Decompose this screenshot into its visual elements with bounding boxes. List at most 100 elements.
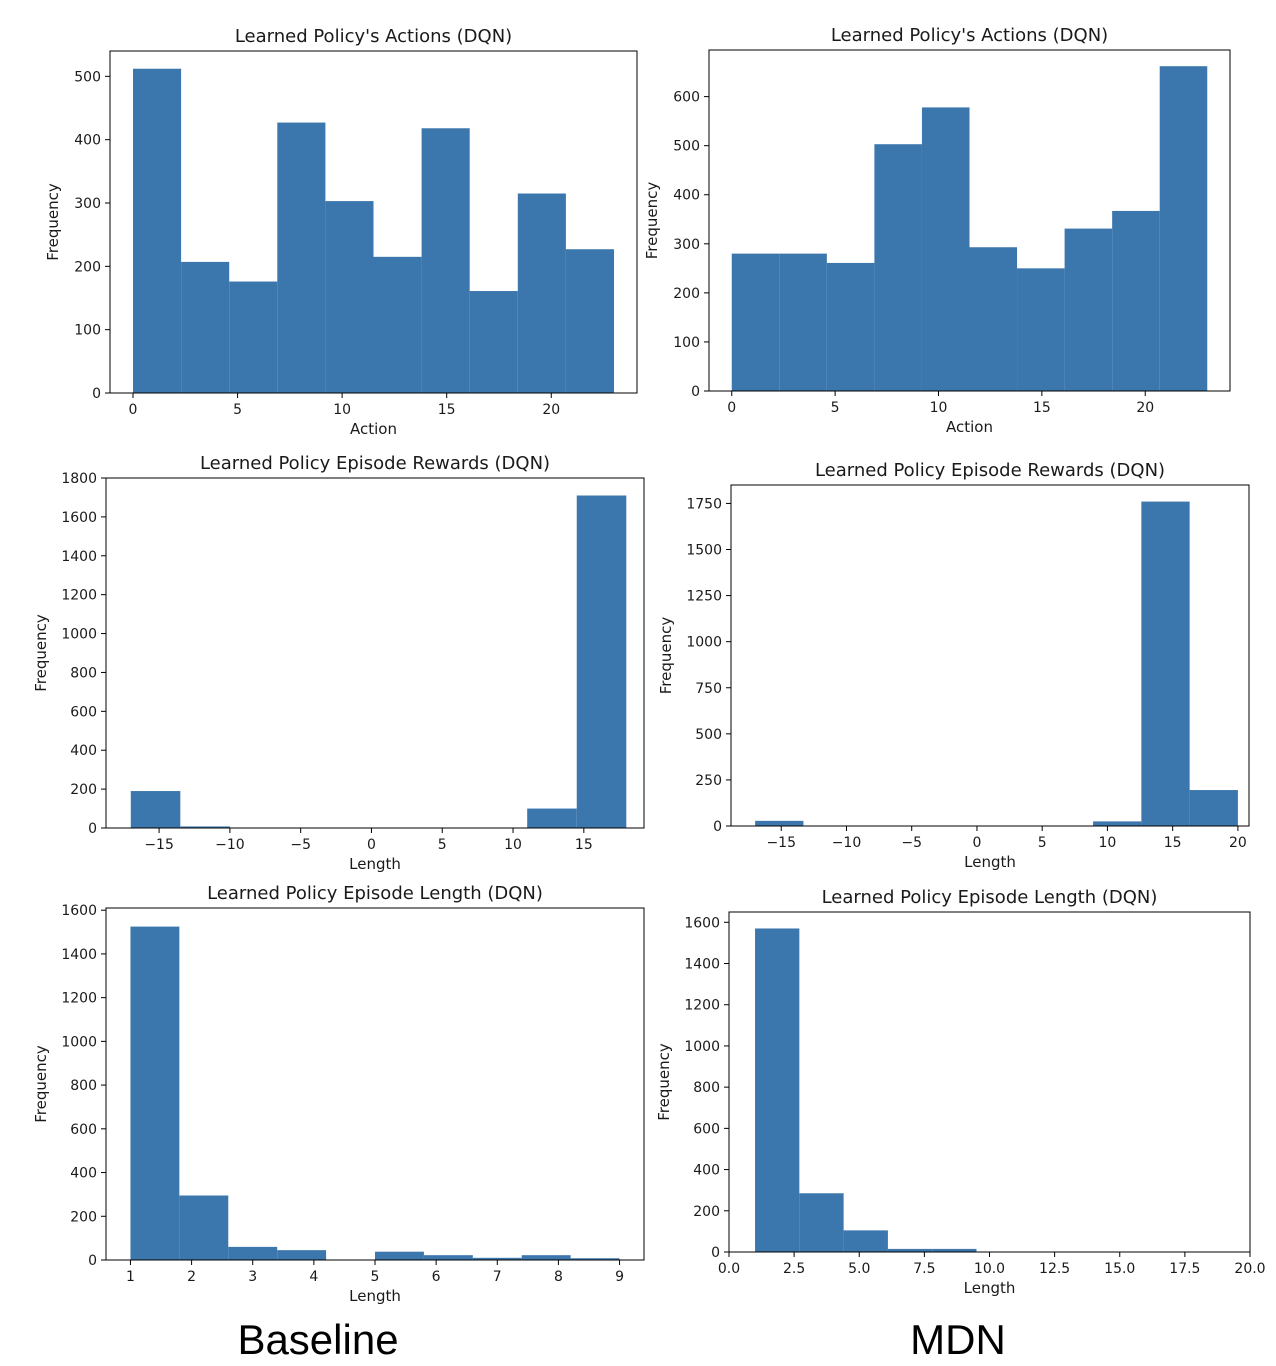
x-tick-label: 2 xyxy=(187,1269,196,1285)
y-tick-label: 200 xyxy=(70,782,97,798)
bar xyxy=(1064,228,1113,391)
x-tick-label: 5 xyxy=(233,402,242,418)
bar xyxy=(755,928,800,1252)
bar xyxy=(969,247,1018,391)
x-tick-label: −10 xyxy=(215,837,245,853)
y-axis-label: Frequency xyxy=(32,1045,50,1123)
caption-mdn: MDN xyxy=(910,1316,1006,1363)
bar xyxy=(229,281,278,393)
x-tick-label: 10 xyxy=(1099,835,1117,851)
y-axis-label: Frequency xyxy=(44,183,62,261)
x-tick-label: 0 xyxy=(129,402,138,418)
y-tick-label: 1750 xyxy=(686,496,722,512)
x-tick-label: 10 xyxy=(333,402,351,418)
bar xyxy=(1189,790,1238,826)
y-tick-label: 600 xyxy=(673,90,700,106)
bar xyxy=(843,1230,888,1252)
y-tick-label: 0 xyxy=(713,819,722,835)
x-tick-label: 5.0 xyxy=(848,1261,870,1277)
plot-frame xyxy=(105,477,645,829)
x-tick-label: −15 xyxy=(144,837,174,853)
y-tick-label: 400 xyxy=(74,133,101,149)
x-tick-label: 1 xyxy=(126,1269,135,1285)
y-tick-label: 1000 xyxy=(684,1039,720,1055)
bar xyxy=(130,926,180,1260)
x-tick-label: 10 xyxy=(930,400,948,416)
bar xyxy=(755,820,804,826)
x-axis-label: Length xyxy=(349,1287,401,1305)
x-axis-label: Length xyxy=(964,853,1016,871)
x-tick-label: −5 xyxy=(290,837,311,853)
y-tick-label: 1000 xyxy=(61,1034,97,1050)
y-tick-label: 200 xyxy=(74,259,101,275)
bar xyxy=(423,1255,473,1260)
y-tick-label: 1400 xyxy=(61,947,97,963)
x-tick-label: 2.5 xyxy=(783,1261,805,1277)
bar xyxy=(181,261,230,393)
plot-frame xyxy=(730,484,1250,827)
x-tick-label: 9 xyxy=(615,1269,624,1285)
bar xyxy=(130,791,181,828)
x-axis-label: Action xyxy=(946,418,993,436)
y-tick-label: 500 xyxy=(695,727,722,743)
panel-rewards-mdn: −15 −10 −5 0 5 10 15 20 0 250 500 750 1000 1250 1500 17… xyxy=(657,460,1250,871)
chart-title: Learned Policy's Actions (DQN) xyxy=(235,26,512,47)
y-tick-label: 200 xyxy=(693,1204,720,1220)
panel-rewards-baseline: −15 −10 −5 0 5 10 15 0 200 400 600 800 1000 1200 1400 1… xyxy=(32,453,645,873)
y-tick-label: 0 xyxy=(711,1245,720,1261)
bar xyxy=(1093,821,1142,826)
bar xyxy=(565,249,614,393)
y-tick-label: 750 xyxy=(695,681,722,697)
y-tick-label: 1000 xyxy=(61,627,97,643)
x-tick-label: 6 xyxy=(432,1269,441,1285)
bar xyxy=(1159,66,1208,391)
y-tick-label: 1250 xyxy=(686,589,722,605)
y-tick-label: 1600 xyxy=(61,903,97,919)
y-axis-label: Frequency xyxy=(643,182,661,260)
x-tick-label: 15 xyxy=(438,402,456,418)
x-tick-label: 10 xyxy=(504,837,522,853)
x-tick-label: 20 xyxy=(1229,835,1247,851)
plot-frame xyxy=(708,49,1231,392)
bar xyxy=(228,1246,278,1260)
y-tick-label: 1200 xyxy=(61,588,97,604)
x-tick-label: 5 xyxy=(438,837,447,853)
x-tick-label: 7.5 xyxy=(913,1261,935,1277)
x-tick-label: 5 xyxy=(831,400,840,416)
y-tick-label: 100 xyxy=(74,323,101,339)
chart-title: Learned Policy's Actions (DQN) xyxy=(831,25,1108,46)
y-tick-label: 500 xyxy=(74,69,101,85)
y-tick-label: 400 xyxy=(70,1166,97,1182)
panel-length-mdn: 0.0 2.5 5.0 7.5 10.0 12.5 15.0 17.5 20.0 0 200 400 6… xyxy=(655,887,1266,1297)
y-tick-label: 100 xyxy=(673,335,700,351)
x-tick-label: 4 xyxy=(309,1269,318,1285)
bar xyxy=(277,122,326,394)
x-tick-label: 0 xyxy=(727,400,736,416)
x-tick-label: 8 xyxy=(554,1269,563,1285)
x-tick-label: 20 xyxy=(1136,400,1154,416)
bar xyxy=(179,1195,229,1260)
bar xyxy=(932,1248,977,1252)
bar xyxy=(779,253,827,391)
bar xyxy=(521,1255,571,1260)
bar xyxy=(421,128,470,393)
y-tick-label: 800 xyxy=(693,1080,720,1096)
y-tick-label: 1200 xyxy=(684,998,720,1014)
y-tick-label: 800 xyxy=(70,665,97,681)
x-tick-label: 0.0 xyxy=(718,1261,740,1277)
y-tick-label: 600 xyxy=(70,1122,97,1138)
bar xyxy=(133,68,182,393)
x-tick-label: 20.0 xyxy=(1234,1261,1265,1277)
y-tick-label: 1400 xyxy=(684,957,720,973)
y-tick-label: 600 xyxy=(70,704,97,720)
x-tick-label: 15 xyxy=(1164,835,1182,851)
x-tick-label: 15 xyxy=(1033,400,1051,416)
bar xyxy=(921,107,970,391)
bar xyxy=(826,262,875,391)
y-axis-label: Frequency xyxy=(657,617,675,695)
x-tick-label: 17.5 xyxy=(1169,1261,1200,1277)
y-tick-label: 400 xyxy=(693,1163,720,1179)
y-tick-label: 300 xyxy=(673,237,700,253)
